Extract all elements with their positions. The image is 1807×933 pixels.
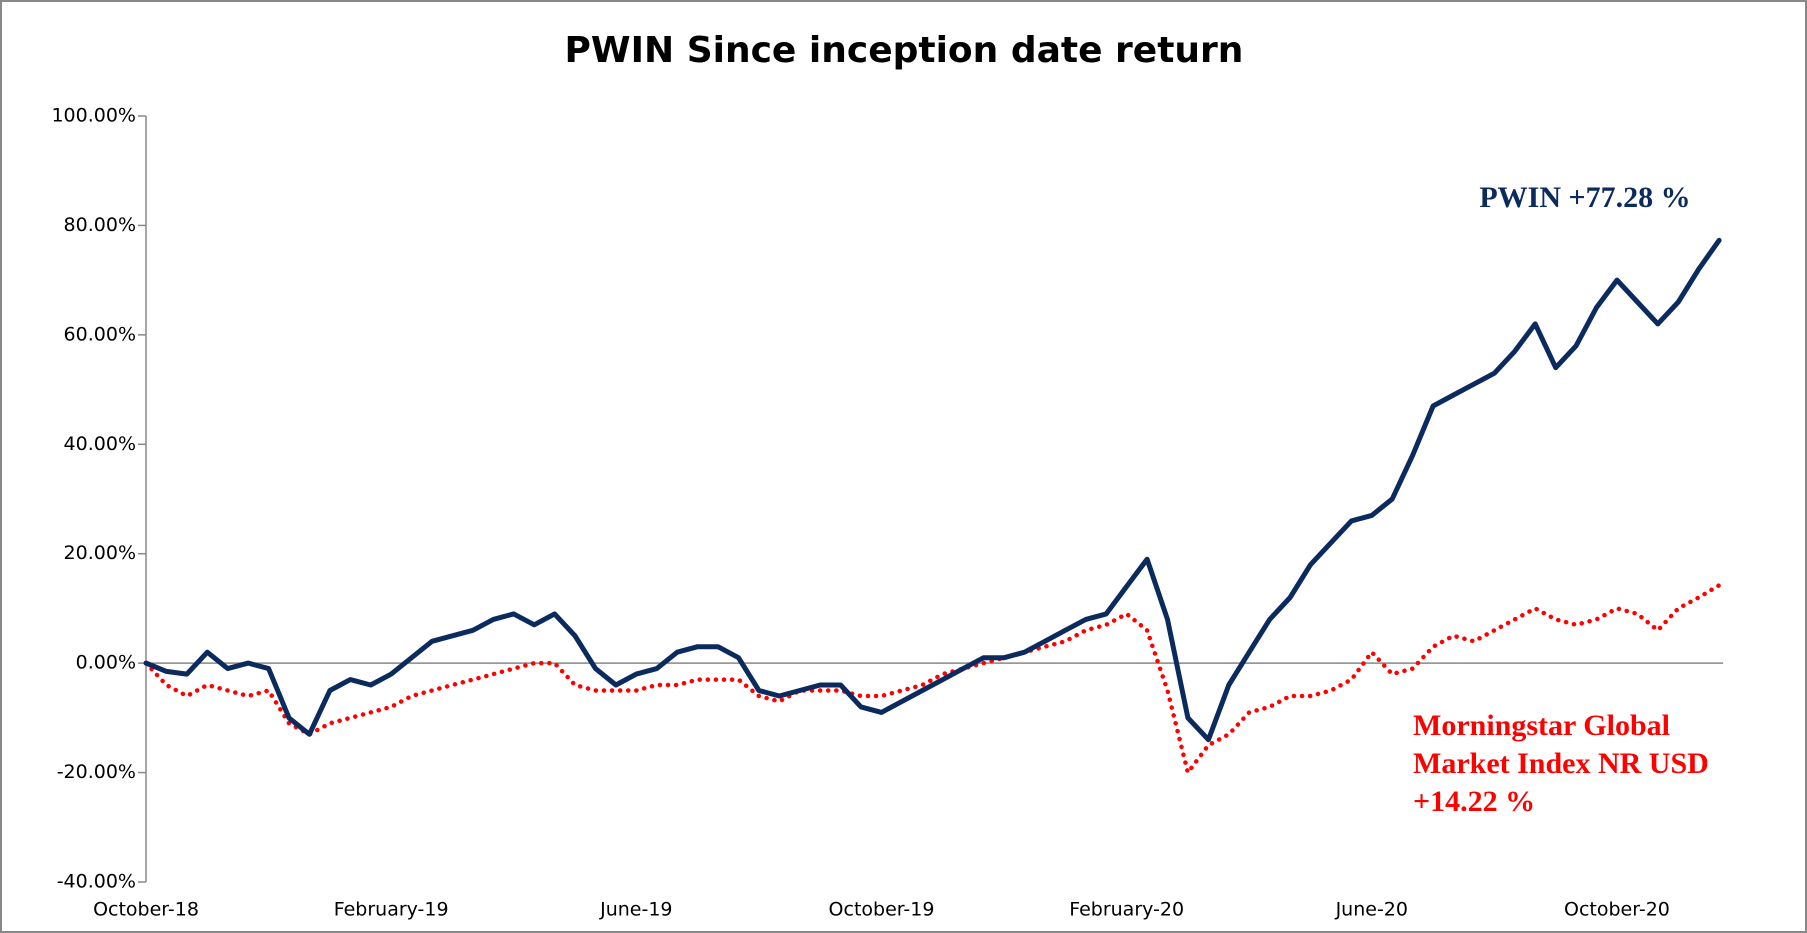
y-tick-label: 80.00% xyxy=(64,214,136,236)
x-tick-label: October-18 xyxy=(93,899,199,921)
series-line xyxy=(143,237,1722,743)
x-tick-label: June-20 xyxy=(1335,899,1408,921)
x-tick-label: February-20 xyxy=(1069,899,1184,921)
chart-title: PWIN Since inception date return xyxy=(565,30,1244,71)
x-tick-label: February-19 xyxy=(334,899,449,921)
y-tick-label: -40.00% xyxy=(57,871,136,893)
x-tick-label: June-19 xyxy=(599,899,672,921)
y-tick-label: -20.00% xyxy=(57,761,136,783)
x-tick-label: October-19 xyxy=(829,899,935,921)
annotation: Market Index NR USD xyxy=(1413,747,1709,780)
annotation: PWIN +77.28 % xyxy=(1479,181,1690,214)
x-tick-label: October-20 xyxy=(1564,899,1670,921)
series-line xyxy=(143,583,1722,775)
y-tick-label: 100.00% xyxy=(51,105,136,127)
annotation: Morningstar Global xyxy=(1413,709,1670,742)
y-tick-label: 40.00% xyxy=(64,433,136,455)
y-tick-label: 20.00% xyxy=(64,542,136,564)
annotation: +14.22 % xyxy=(1413,785,1535,818)
y-tick-label: 60.00% xyxy=(64,323,136,345)
y-tick-label: 0.00% xyxy=(76,652,136,674)
